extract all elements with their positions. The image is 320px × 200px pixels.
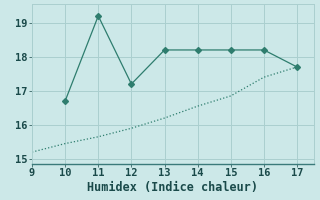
X-axis label: Humidex (Indice chaleur): Humidex (Indice chaleur) xyxy=(87,181,258,194)
